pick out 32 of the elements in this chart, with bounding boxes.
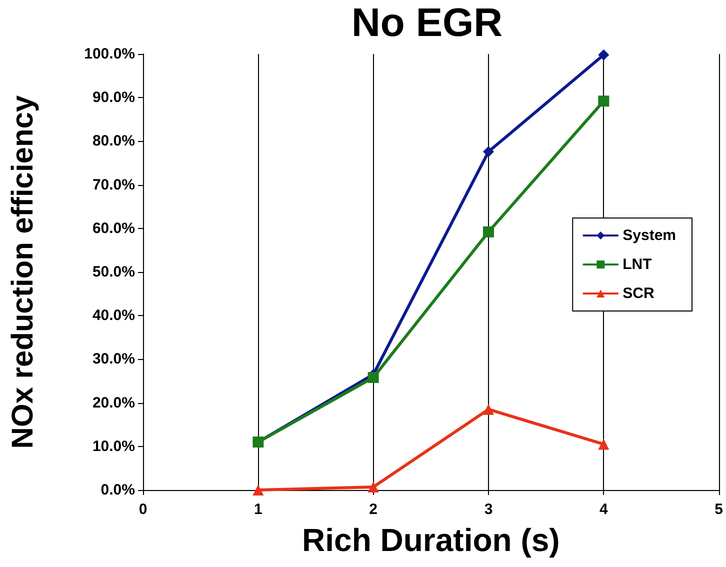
y-tick-label: 60.0% <box>92 220 135 237</box>
legend-label: LNT <box>622 256 652 273</box>
x-tick-label: 2 <box>369 501 378 518</box>
point <box>482 404 494 415</box>
point <box>482 146 494 158</box>
point <box>252 484 264 496</box>
y-tick-label: 50.0% <box>92 264 135 280</box>
y-tick-label: 10.0% <box>92 438 135 455</box>
y-tick-label: 80.0% <box>92 132 135 150</box>
legend-label: System <box>622 227 676 244</box>
chart-title: No EGR <box>351 1 503 45</box>
x-tick-label: 0 <box>138 501 148 518</box>
x-tick-label: 3 <box>484 501 493 518</box>
point <box>598 438 610 450</box>
point <box>598 49 610 60</box>
x-axis-title: Rich Duration (s) <box>302 522 560 558</box>
y-tick-label: 40.0% <box>92 307 135 324</box>
y-tick-label: 0.0% <box>100 482 135 498</box>
x-tick-label: 5 <box>714 501 723 518</box>
y-tick-label: 20.0% <box>92 394 135 412</box>
y-axis-title: NOx reduction efficiency <box>6 94 40 449</box>
y-tick-label: 90.0% <box>92 89 135 106</box>
point <box>598 96 610 107</box>
point <box>368 481 379 492</box>
x-tick-label: 4 <box>599 501 608 518</box>
point <box>482 226 494 238</box>
x-tick-label: 1 <box>254 501 262 518</box>
y-tick-label: 100.0% <box>84 46 135 62</box>
y-tick-label: 70.0% <box>92 176 135 194</box>
point <box>368 372 379 384</box>
y-tick-label: 30.0% <box>92 350 135 368</box>
legend-label: SCR <box>622 285 654 302</box>
